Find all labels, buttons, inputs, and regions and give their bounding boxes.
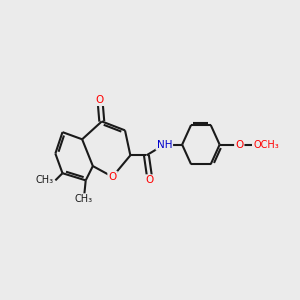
Text: NH: NH bbox=[157, 140, 172, 150]
Text: O: O bbox=[146, 176, 154, 185]
Text: CH₃: CH₃ bbox=[75, 194, 93, 204]
Text: O: O bbox=[108, 172, 117, 182]
Text: O: O bbox=[96, 95, 104, 105]
Text: OCH₃: OCH₃ bbox=[254, 140, 280, 150]
Text: CH₃: CH₃ bbox=[35, 176, 53, 185]
Text: O: O bbox=[235, 140, 243, 150]
